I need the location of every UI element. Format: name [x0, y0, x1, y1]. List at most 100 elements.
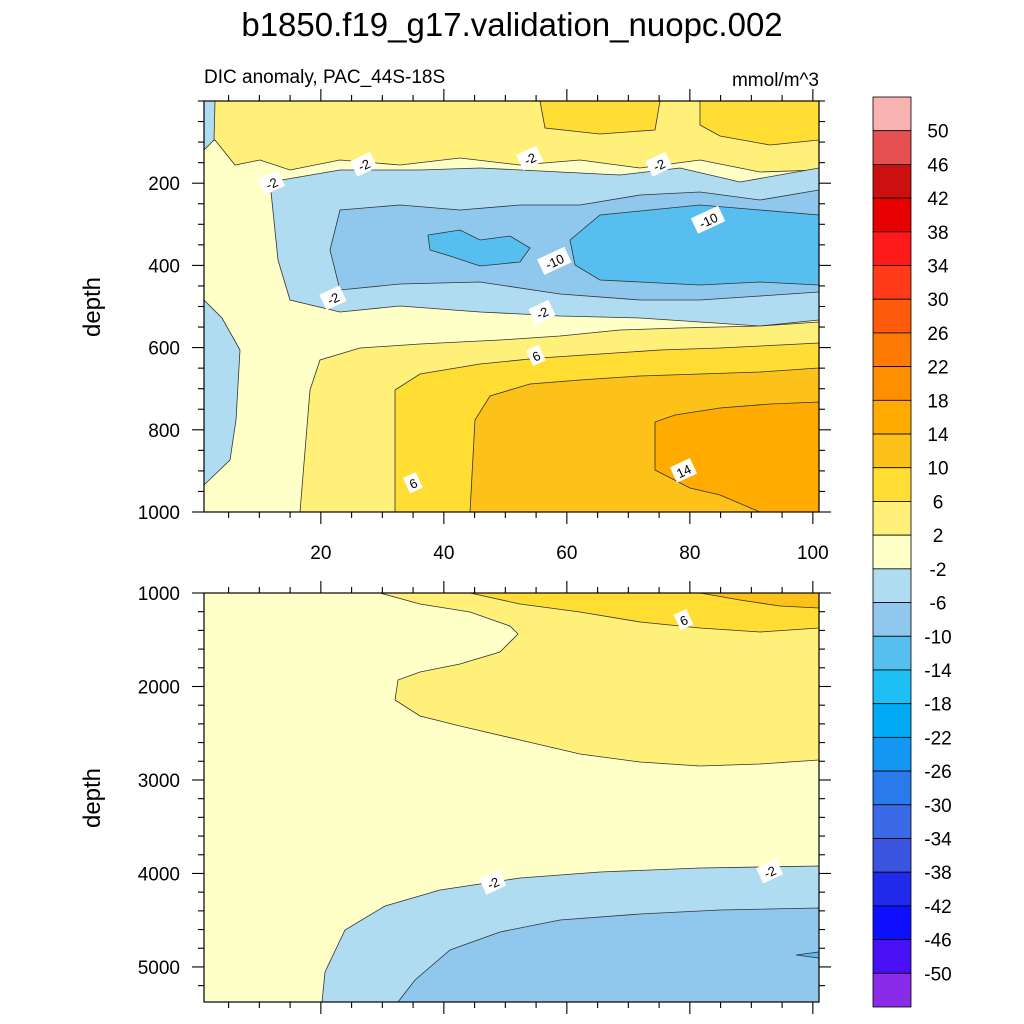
upper-y-axis-label: depth [79, 277, 106, 337]
contour-label: -2 [350, 151, 378, 177]
lower-panel: 1000 2000 3000 4000 5000 6 -2 -2 depth [79, 581, 831, 1014]
colorbar-label: -18 [924, 695, 951, 716]
x-tick-label: 20 [310, 543, 331, 564]
upper-y-ticks: 200 400 600 800 1000 [138, 100, 831, 524]
colorbar-label: -10 [924, 627, 951, 648]
colorbar-label: -42 [924, 897, 951, 918]
colorbar-swatch [872, 669, 912, 705]
colorbar-swatch [872, 467, 912, 502]
contour-label: 14 [669, 458, 698, 483]
contour-label-text: -10 [543, 251, 566, 273]
colorbar-label: -30 [924, 796, 951, 817]
contour-label-box [516, 145, 544, 171]
contour-label: -2 [516, 145, 544, 171]
colorbar-swatch [872, 804, 912, 839]
colorbar-swatch [872, 736, 912, 772]
colorbar-swatch [872, 905, 912, 940]
contour-label: -2 [645, 151, 673, 177]
colorbar-label: -34 [924, 829, 952, 850]
contour-label: 6 [525, 344, 546, 367]
y-tick-label: 400 [148, 256, 180, 277]
colorbar-swatch [872, 703, 912, 738]
contour-label: -10 [690, 205, 726, 234]
colorbar-label: 26 [927, 324, 948, 345]
colorbar-label: -46 [924, 931, 951, 952]
colorbar-swatch [872, 197, 912, 233]
contour-label-box [528, 299, 556, 325]
upper-contour-labels: -2 -2 -2 -2 -10 -10 -2 -2 6 6 14 [257, 145, 726, 494]
contour-label-text: -2 [534, 304, 551, 322]
colorbar-label: -38 [924, 863, 951, 884]
upper-fill-west-blue [204, 101, 241, 486]
upper-fill-positive-14-18 [654, 401, 819, 512]
colorbar-swatch [872, 602, 912, 637]
contour-label-text: -2 [522, 150, 539, 168]
y-tick-label: 5000 [138, 958, 180, 979]
colorbar: 50 46 42 38 34 30 26 22 18 14 10 6 2 -2 -6 -10 -14 -18 -22… [872, 96, 952, 1008]
colorbar-swatch [872, 164, 912, 199]
colorbar-swatch [872, 298, 912, 334]
lower-y-axis-label: depth [79, 768, 106, 828]
colorbar-label: 14 [927, 425, 949, 446]
contour-label-text: -10 [697, 210, 720, 232]
contour-label: -2 [319, 285, 347, 311]
colorbar-swatch [872, 568, 912, 603]
y-tick-label: 800 [148, 421, 180, 442]
colorbar-label: 6 [933, 492, 944, 513]
colorbar-swatch [872, 972, 912, 1008]
colorbar-label: 50 [927, 122, 948, 143]
contour-label-text: -2 [762, 863, 779, 881]
figure-title: b1850.f19_g17.validation_nuopc.002 [241, 6, 782, 43]
colorbar-swatch [872, 332, 912, 368]
contour-label-text: 14 [674, 461, 693, 481]
contour-label-text: -2 [263, 174, 280, 192]
contour-label: -2 [528, 299, 556, 325]
lower-y-ticks: 1000 2000 3000 4000 5000 [138, 584, 831, 987]
contour-label-box [537, 246, 572, 275]
colorbar-swatch [872, 770, 912, 806]
contour-label: 6 [402, 472, 423, 494]
colorbar-swatch [872, 96, 912, 132]
upper-panel: 20 40 60 80 100 200 400 600 800 1000 -2 -2 -2 -2 -10… [79, 89, 831, 564]
y-tick-label: 4000 [138, 864, 180, 885]
colorbar-label: 46 [927, 155, 948, 176]
colorbar-swatch [872, 635, 912, 671]
contour-label-text: -2 [651, 156, 668, 174]
upper-x-ticks: 20 40 60 80 100 [228, 89, 829, 564]
contour-label-box [673, 608, 694, 631]
colorbar-label: 34 [927, 257, 949, 278]
y-tick-label: 1000 [138, 584, 180, 605]
colorbar-label: -22 [924, 728, 951, 749]
colorbar-swatch [872, 838, 912, 873]
contour-label-box [669, 458, 698, 483]
contour-label: 6 [673, 608, 694, 631]
colorbar-swatch [872, 534, 912, 570]
y-tick-label: 1000 [138, 503, 180, 524]
colorbar-swatch [872, 366, 912, 401]
contour-label: -2 [479, 870, 507, 895]
colorbar-swatch [872, 433, 912, 469]
panel-units: mmol/m^3 [732, 70, 819, 91]
lower-fill-positive-6-10 [469, 593, 819, 633]
colorbar-swatch [872, 939, 912, 974]
y-tick-label: 3000 [138, 771, 180, 792]
colorbar-swatch [872, 265, 912, 300]
contour-label-box [645, 151, 673, 177]
contour-label: -2 [257, 170, 286, 196]
lower-panel-frame [203, 592, 820, 1003]
upper-fill-negative-10-14 [427, 204, 819, 286]
colorbar-label: -50 [924, 964, 951, 985]
lower-x-ticks [228, 581, 814, 1014]
y-tick-label: 600 [148, 339, 180, 360]
contour-label-box [402, 472, 423, 494]
contour-label-box [690, 205, 726, 234]
contour-label-box [479, 870, 507, 895]
panel-left-string: DIC anomaly, PAC_44S-18S [204, 67, 445, 88]
contour-label-text: -2 [485, 874, 502, 892]
colorbar-label: 18 [927, 391, 948, 412]
y-tick-label: 2000 [138, 677, 180, 698]
colorbar-label: 22 [927, 358, 948, 379]
x-tick-label: 100 [797, 543, 829, 564]
colorbar-label: 38 [927, 223, 948, 244]
colorbar-label: -6 [930, 594, 947, 615]
